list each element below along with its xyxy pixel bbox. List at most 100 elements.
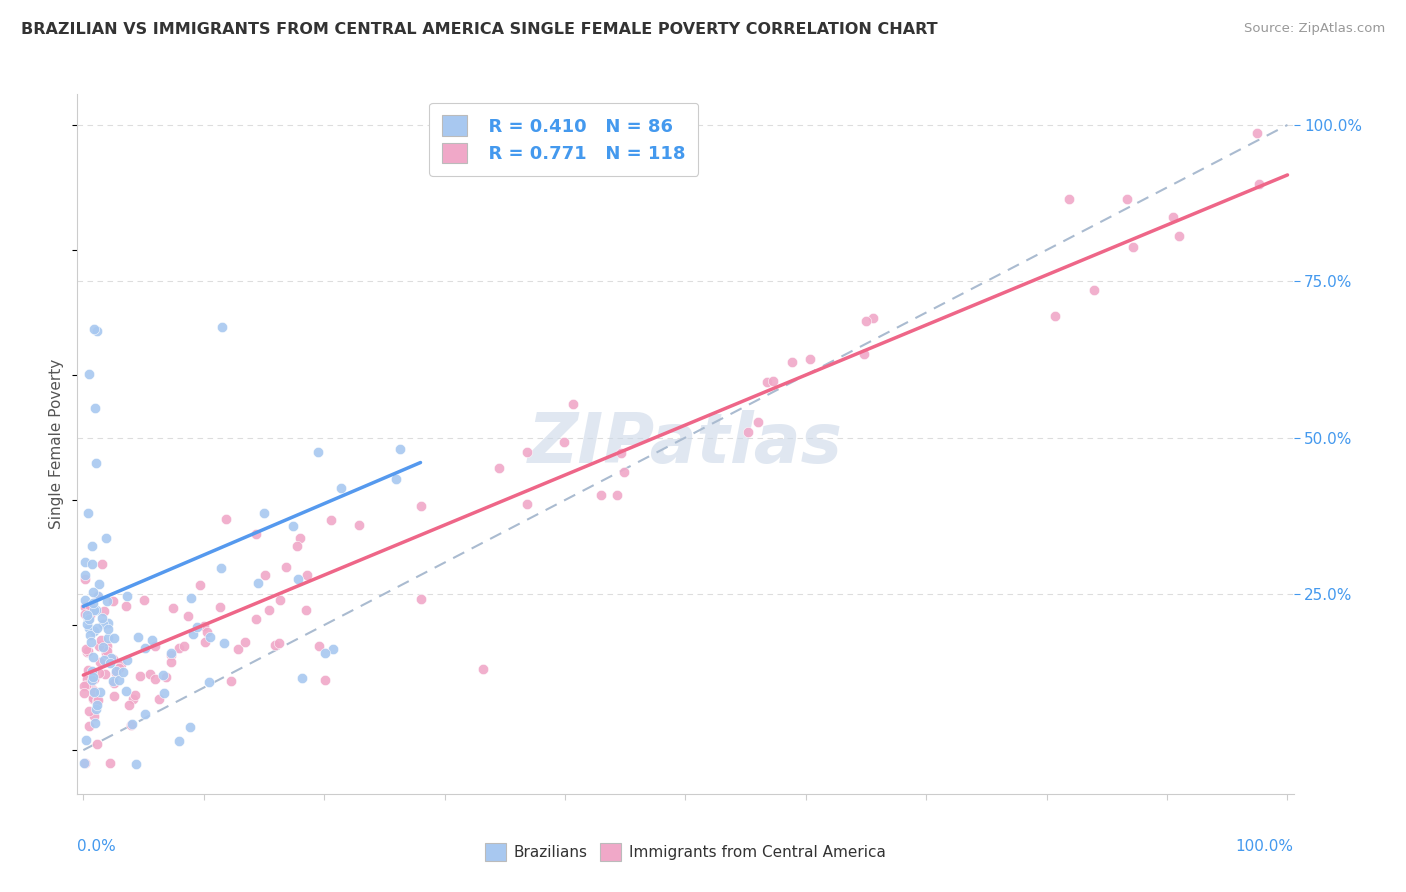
Point [516, 444, 538, 458]
Point [188, 578, 211, 592]
Point [385, 472, 408, 486]
Point [103, 631, 125, 645]
Text: ZIPatlas: ZIPatlas [527, 410, 844, 477]
Point [84, 702, 107, 716]
Point [91, 616, 114, 631]
Point [160, 655, 183, 669]
Point [1083, 283, 1105, 297]
Point [91, 640, 114, 654]
Point [159, 648, 181, 662]
Point [209, 561, 232, 575]
Point [186, 620, 208, 634]
Point [76, 613, 98, 627]
Point [76, 607, 98, 622]
Point [314, 646, 336, 660]
Point [82, 596, 104, 610]
Point [212, 635, 235, 649]
Point [73, 607, 96, 621]
Point [1115, 192, 1137, 206]
Point [152, 667, 174, 681]
Point [198, 630, 221, 644]
Point [855, 314, 877, 328]
Point [86, 694, 108, 708]
Point [308, 639, 330, 653]
Point [84, 603, 107, 617]
Point [553, 435, 575, 450]
Text: Source: ZipAtlas.com: Source: ZipAtlas.com [1244, 22, 1385, 36]
Point [91, 557, 114, 571]
Point [589, 488, 612, 502]
Point [80, 673, 103, 687]
Point [80, 682, 103, 697]
Point [181, 626, 204, 640]
Point [76, 645, 98, 659]
Point [83, 401, 105, 415]
Point [87, 639, 110, 653]
Point [167, 734, 190, 748]
Point [288, 531, 311, 545]
Point [103, 689, 125, 703]
Point [93, 653, 115, 667]
Point [79, 719, 101, 733]
Point [107, 673, 129, 688]
Point [96, 593, 118, 607]
Point [77, 506, 100, 520]
Point [129, 668, 152, 682]
Point [516, 497, 538, 511]
Point [115, 684, 138, 698]
Point [756, 375, 779, 389]
Point [254, 568, 277, 582]
Point [226, 642, 249, 657]
Point [79, 368, 101, 382]
Point [287, 572, 309, 586]
Point [73, 592, 96, 607]
Point [101, 651, 124, 665]
Point [87, 692, 110, 706]
Point [274, 559, 297, 574]
Point [799, 352, 821, 367]
Point [609, 446, 631, 460]
Point [245, 612, 267, 626]
Point [98, 756, 121, 770]
Point [124, 688, 146, 702]
Point [103, 675, 125, 690]
Point [472, 662, 495, 676]
Point [79, 599, 101, 613]
Point [86, 589, 108, 603]
Point [91, 639, 114, 653]
Point [245, 527, 267, 541]
Point [153, 686, 176, 700]
Point [93, 604, 115, 618]
Point [86, 325, 108, 339]
Point [77, 704, 100, 718]
Point [86, 621, 108, 635]
Point [101, 674, 124, 689]
Point [75, 678, 97, 692]
Point [73, 573, 96, 587]
Text: 100.0%: 100.0% [1236, 839, 1294, 855]
Point [115, 590, 138, 604]
Text: 0.0%: 0.0% [77, 839, 117, 855]
Point [84, 456, 107, 470]
Point [75, 756, 97, 770]
Point [83, 685, 105, 699]
Point [84, 715, 107, 730]
Point [1168, 228, 1191, 243]
Point [110, 657, 132, 671]
Point [112, 665, 135, 679]
Point [1057, 192, 1080, 206]
Point [125, 756, 148, 771]
Point [322, 641, 344, 656]
Point [79, 628, 101, 642]
Point [281, 518, 304, 533]
Point [86, 698, 108, 712]
Point [90, 632, 112, 647]
Point [82, 650, 104, 665]
Point [97, 631, 120, 645]
Point [177, 608, 200, 623]
Point [195, 625, 218, 640]
Point [73, 756, 96, 770]
Point [76, 663, 98, 677]
Point [155, 670, 177, 684]
Point [80, 665, 103, 679]
